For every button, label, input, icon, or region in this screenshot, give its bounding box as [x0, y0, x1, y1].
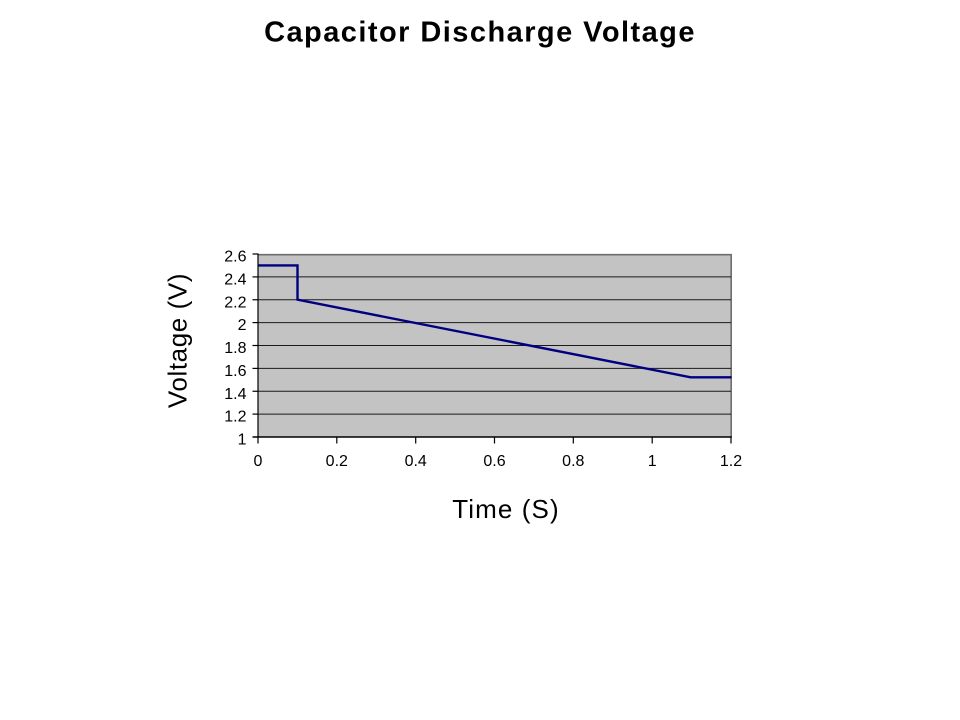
svg-text:0.4: 0.4 [405, 453, 427, 470]
svg-text:2.6: 2.6 [224, 249, 246, 266]
svg-text:1.8: 1.8 [224, 340, 246, 357]
svg-text:2.4: 2.4 [224, 271, 246, 288]
svg-text:0.6: 0.6 [483, 453, 505, 470]
svg-text:1: 1 [238, 432, 247, 449]
svg-text:0: 0 [254, 453, 263, 470]
svg-text:0.8: 0.8 [562, 453, 584, 470]
svg-text:1.6: 1.6 [224, 363, 246, 380]
svg-text:1.2: 1.2 [224, 409, 246, 426]
svg-text:Time (S): Time (S) [452, 494, 560, 524]
svg-text:1: 1 [648, 453, 657, 470]
svg-text:0.2: 0.2 [326, 453, 348, 470]
svg-text:1.4: 1.4 [224, 386, 246, 403]
svg-text:Capacitor Discharge Voltage: Capacitor Discharge Voltage [264, 17, 696, 49]
svg-text:2.2: 2.2 [224, 294, 246, 311]
svg-text:Voltage (V): Voltage (V) [163, 273, 193, 408]
svg-text:1.2: 1.2 [720, 453, 742, 470]
svg-text:2: 2 [238, 317, 247, 334]
